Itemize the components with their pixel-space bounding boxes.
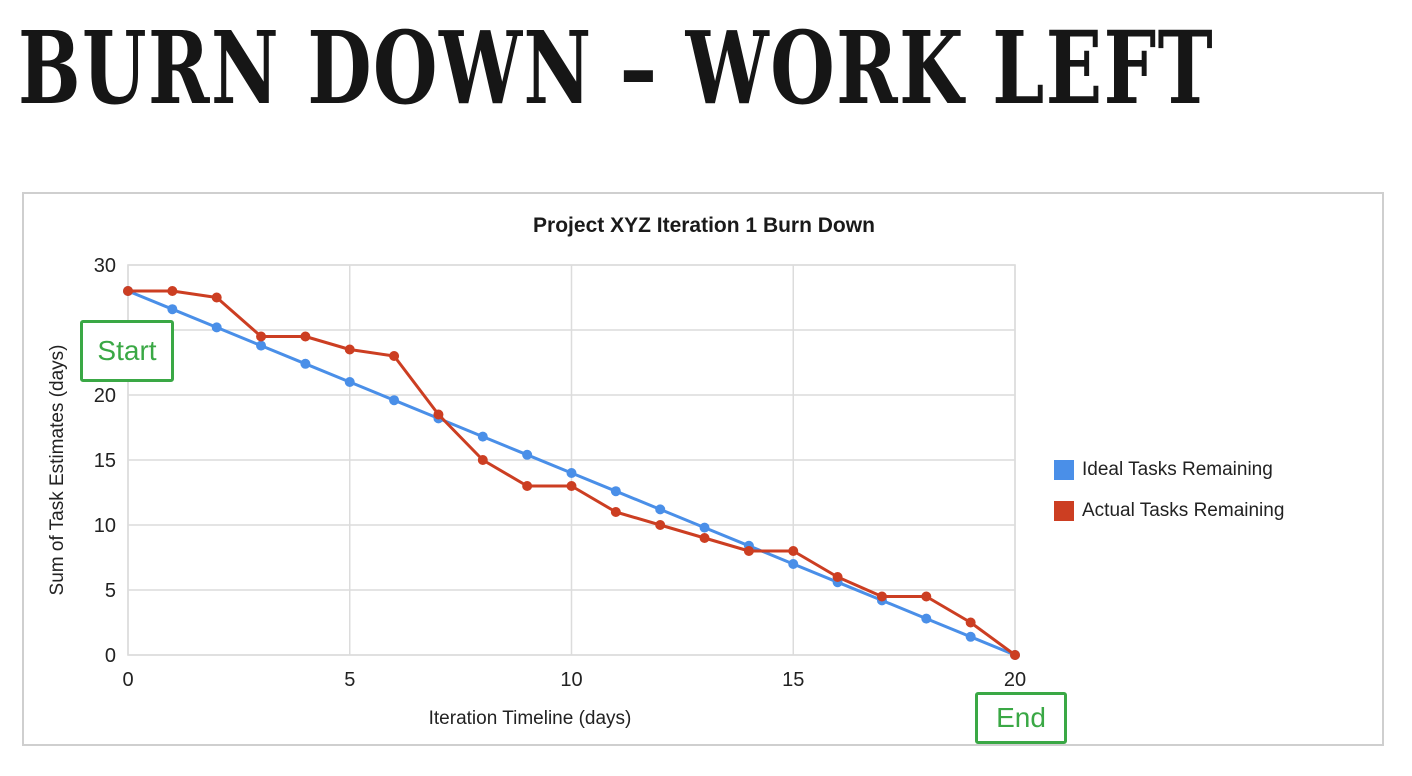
legend-label-ideal: Ideal Tasks Remaining — [1082, 459, 1273, 480]
x-tick-label: 5 — [344, 669, 355, 691]
data-point-ideal — [522, 449, 533, 460]
grid-lines — [127, 264, 1016, 656]
data-point-actual — [211, 292, 222, 303]
data-point-ideal — [610, 486, 621, 497]
x-tick-label: 20 — [1004, 669, 1026, 691]
data-point-actual — [167, 286, 178, 296]
data-point-ideal — [655, 504, 666, 515]
data-point-ideal — [211, 322, 222, 333]
axis-ticks: 05101520253005101520 — [94, 255, 1026, 691]
data-point-actual — [610, 507, 621, 517]
y-tick-label: 20 — [94, 385, 116, 407]
data-point-ideal — [300, 358, 311, 369]
data-point-actual — [965, 617, 976, 628]
data-point-actual — [876, 591, 887, 602]
x-axis-label: Iteration Timeline (days) — [429, 708, 632, 729]
data-point-actual — [477, 455, 488, 465]
data-point-actual — [699, 533, 710, 543]
data-point-actual — [433, 409, 444, 420]
data-point-actual — [921, 591, 932, 602]
data-point-ideal — [477, 431, 488, 442]
data-point-actual — [522, 481, 533, 491]
data-point-ideal — [965, 631, 976, 642]
chart-frame — [22, 192, 1384, 746]
legend-item-ideal: Ideal Tasks Remaining — [1054, 458, 1284, 482]
data-point-ideal — [788, 559, 799, 569]
data-point-actual — [832, 572, 843, 582]
data-point-actual — [344, 344, 355, 355]
data-point-ideal — [256, 340, 267, 351]
data-point-ideal — [699, 522, 710, 533]
legend-item-actual: Actual Tasks Remaining — [1054, 499, 1284, 523]
data-point-ideal — [566, 468, 577, 478]
data-point-ideal — [921, 613, 932, 624]
legend-swatch-ideal — [1054, 460, 1074, 480]
slide-title: BURN DOWN – WORK LEFT — [18, 9, 1215, 127]
data-point-actual — [566, 481, 577, 491]
y-tick-label: 10 — [94, 515, 116, 537]
y-axis-label: Sum of Task Estimates (days) — [47, 345, 68, 596]
chart-legend: Ideal Tasks Remaining Actual Tasks Remai… — [1054, 458, 1284, 540]
data-point-actual — [123, 286, 133, 296]
y-tick-label: 0 — [105, 645, 116, 667]
data-point-actual — [300, 331, 311, 342]
data-point-actual — [256, 331, 267, 342]
x-tick-label: 0 — [122, 669, 133, 691]
data-point-actual — [389, 351, 400, 361]
data-point-ideal — [389, 395, 400, 406]
y-tick-label: 30 — [94, 255, 116, 277]
data-point-actual — [1010, 650, 1020, 660]
data-point-ideal — [344, 377, 355, 387]
y-tick-label: 5 — [105, 580, 116, 602]
y-tick-label: 15 — [94, 450, 116, 472]
start-callout: Start — [80, 320, 174, 382]
legend-swatch-actual — [1054, 501, 1074, 521]
x-tick-label: 15 — [782, 669, 804, 691]
legend-label-actual: Actual Tasks Remaining — [1082, 500, 1285, 521]
x-tick-label: 10 — [560, 669, 582, 691]
data-point-ideal — [167, 304, 178, 315]
data-point-actual — [655, 520, 666, 530]
end-callout: End — [975, 692, 1067, 744]
data-point-actual — [788, 546, 799, 556]
chart-title: Project XYZ Iteration 1 Burn Down — [533, 214, 875, 237]
series-layer — [123, 286, 1020, 660]
data-point-actual — [743, 546, 754, 556]
